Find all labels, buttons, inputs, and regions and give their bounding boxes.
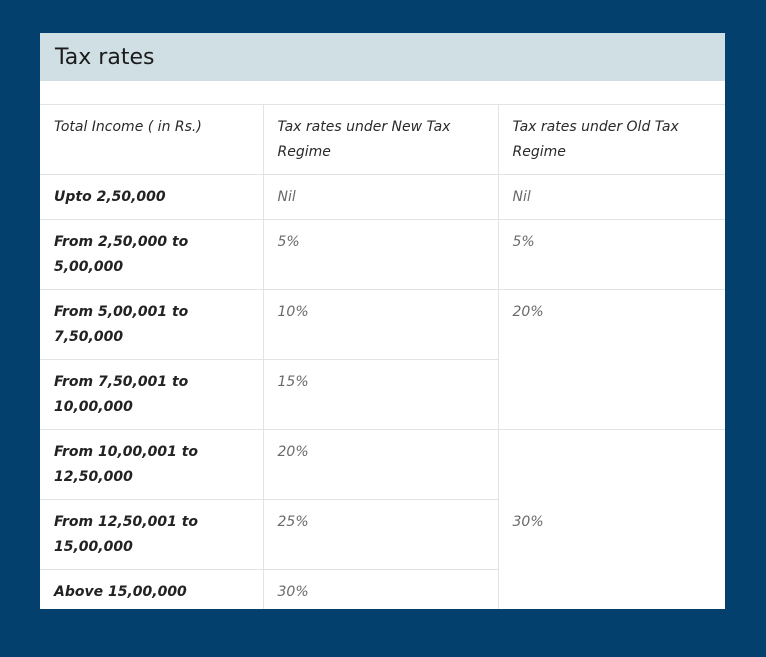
income-slab-cell: Above 15,00,000 bbox=[40, 569, 264, 609]
income-slab-cell: Upto 2,50,000 bbox=[40, 174, 264, 220]
table-row: Above 15,00,000 30% bbox=[40, 569, 725, 609]
old-regime-rate-cell: 30% bbox=[497, 429, 725, 609]
card-header: Tax rates bbox=[40, 33, 725, 81]
table-row: From 5,00,001 to 7,50,000 10% 20% bbox=[40, 289, 725, 430]
tax-rates-card: Tax rates Total Income ( in Rs.) Tax rat… bbox=[40, 33, 725, 609]
income-slab-cell: From 12,50,001 to 15,00,000 bbox=[40, 499, 264, 570]
table-row: From 2,50,000 to 5,00,000 5% 5% bbox=[40, 219, 725, 290]
table-row: From 10,00,001 to 12,50,000 20% 30% bbox=[40, 429, 725, 609]
column-header-old-regime: Tax rates under Old Tax Regime bbox=[497, 104, 725, 175]
table-row: Upto 2,50,000 Nil Nil bbox=[40, 174, 725, 220]
new-regime-rate-cell: 20% bbox=[262, 429, 499, 500]
new-regime-rate-cell: 25% bbox=[262, 499, 498, 570]
income-slab-cell: From 10,00,001 to 12,50,000 bbox=[40, 429, 264, 500]
tax-rates-table: Total Income ( in Rs.) Tax rates under N… bbox=[40, 104, 725, 609]
old-regime-rate-cell: Nil bbox=[497, 174, 725, 220]
new-regime-rate-cell: 30% bbox=[262, 569, 498, 609]
income-slab-cell: From 2,50,000 to 5,00,000 bbox=[40, 219, 264, 290]
new-regime-rate-cell: 10% bbox=[262, 289, 499, 360]
column-header-income: Total Income ( in Rs.) bbox=[40, 104, 264, 175]
new-regime-rate-cell: Nil bbox=[262, 174, 499, 220]
column-header-new-regime: Tax rates under New Tax Regime bbox=[262, 104, 499, 175]
new-regime-rate-cell: 15% bbox=[262, 359, 498, 430]
page-title: Tax rates bbox=[55, 44, 155, 70]
table-header-row: Total Income ( in Rs.) Tax rates under N… bbox=[40, 104, 725, 175]
old-regime-rate-cell: 20% bbox=[497, 289, 725, 430]
old-regime-rate-cell: 5% bbox=[497, 219, 725, 290]
new-regime-rate-cell: 5% bbox=[262, 219, 499, 290]
income-slab-cell: From 7,50,001 to 10,00,000 bbox=[40, 359, 264, 430]
income-slab-cell: From 5,00,001 to 7,50,000 bbox=[40, 289, 264, 360]
table-row: From 7,50,001 to 10,00,000 15% bbox=[40, 359, 725, 430]
